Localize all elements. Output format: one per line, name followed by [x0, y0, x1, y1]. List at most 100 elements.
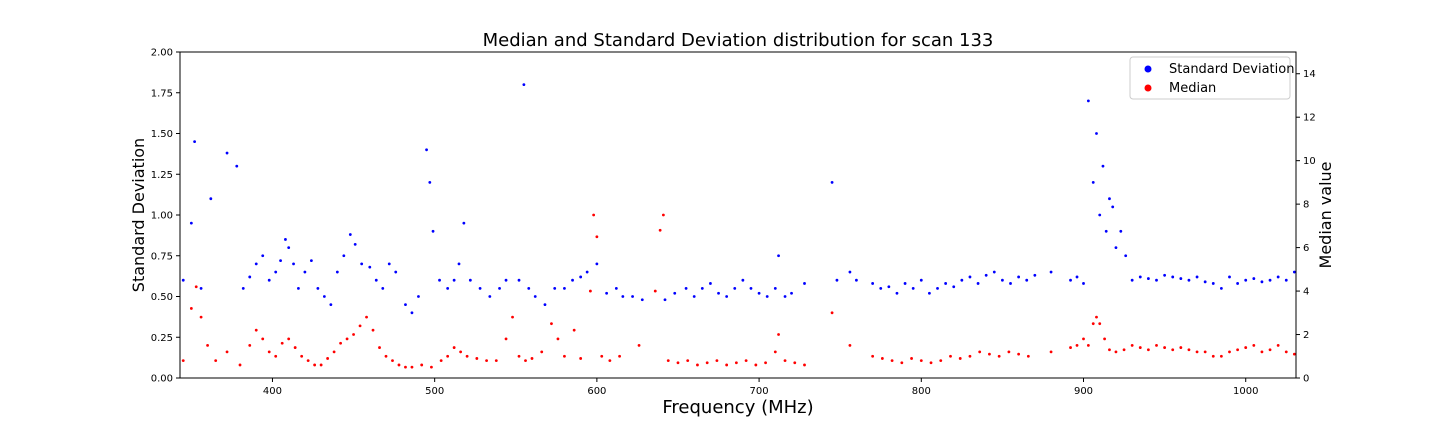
legend-box [1129, 56, 1291, 100]
median-point [600, 354, 604, 358]
std-dev-point [209, 197, 213, 201]
std-dev-point [297, 286, 300, 290]
std-dev-point [1292, 270, 1296, 274]
std-dev-point [1069, 278, 1072, 282]
series-standard-deviation [181, 83, 1296, 315]
std-dev-point [498, 286, 501, 290]
median-point [214, 359, 218, 363]
std-dev-point [848, 270, 852, 274]
median-point [1069, 346, 1072, 349]
median-point [556, 337, 560, 341]
median-point [1179, 346, 1183, 349]
std-dev-point [585, 270, 589, 274]
y-right-tick-label: 4 [1303, 287, 1309, 298]
legend-marker-std [1144, 65, 1152, 73]
median-point [261, 337, 265, 341]
std-dev-point [527, 286, 531, 290]
std-dev-point [274, 270, 278, 274]
median-point [764, 361, 767, 365]
median-point [1049, 350, 1053, 354]
std-dev-point [1195, 275, 1199, 279]
median-point [968, 354, 972, 358]
median-point [563, 354, 566, 358]
y-axis-right: 0 2 4 6 8 10 12 14 [1296, 69, 1316, 385]
std-dev-point [777, 254, 780, 258]
median-point [1260, 350, 1264, 354]
median-point [206, 344, 209, 347]
std-dev-point [621, 295, 625, 298]
median-point [1155, 344, 1158, 347]
median-point [430, 365, 433, 369]
median-point [1252, 344, 1256, 347]
std-dev-point [855, 278, 858, 282]
std-dev-point [936, 286, 939, 290]
std-dev-point [1001, 278, 1004, 282]
std-dev-point [248, 275, 252, 279]
std-dev-point [1009, 282, 1012, 285]
std-dev-point [522, 83, 526, 86]
chart-title: Median and Standard Deviation distributi… [483, 30, 994, 51]
y-left-tick-label: 1.00 [151, 211, 173, 222]
median-point [592, 213, 596, 217]
x-tick-label: 1000 [1233, 386, 1258, 397]
std-dev-point [267, 278, 271, 282]
std-dev-point [410, 311, 414, 315]
std-dev-point [504, 278, 508, 282]
std-dev-point [903, 282, 907, 285]
median-point [181, 359, 185, 363]
std-dev-point [1086, 99, 1090, 103]
median-point [365, 315, 368, 319]
median-point [880, 357, 884, 360]
y-right-tick-label: 2 [1303, 330, 1309, 341]
median-point [658, 228, 662, 232]
median-point [978, 350, 982, 354]
std-dev-point [1095, 132, 1098, 135]
median-point [744, 359, 748, 363]
median-point [332, 350, 336, 354]
x-tick-label: 900 [1074, 386, 1093, 397]
y-right-tick-label: 10 [1303, 156, 1316, 167]
std-dev-point [871, 282, 875, 285]
std-dev-point [1025, 278, 1029, 282]
std-dev-point [928, 291, 931, 295]
x-tick-label: 500 [425, 386, 444, 397]
plot-area [181, 83, 1296, 369]
median-point [910, 357, 913, 360]
median-point [238, 363, 242, 367]
std-dev-point [279, 259, 282, 263]
median-point [504, 337, 508, 341]
median-point [391, 359, 394, 363]
median-point [300, 354, 304, 358]
median-point [661, 213, 665, 217]
median-point [475, 357, 479, 360]
std-dev-point [1119, 229, 1123, 233]
legend-marker-median [1144, 84, 1152, 92]
std-dev-point [404, 303, 407, 307]
median-point [524, 359, 527, 363]
std-dev-point [428, 181, 432, 184]
median-point [540, 350, 544, 354]
std-dev-point [360, 262, 364, 266]
std-dev-point [417, 295, 420, 298]
median-point [929, 361, 933, 365]
median-point [352, 333, 355, 336]
median-point [773, 350, 777, 354]
median-point [306, 359, 310, 363]
median-point [1219, 354, 1223, 358]
median-point [319, 363, 323, 367]
std-dev-point [960, 278, 964, 282]
std-dev-point [741, 278, 745, 282]
median-point [939, 359, 943, 363]
median-point [958, 357, 962, 360]
median-point [465, 354, 469, 358]
legend: Standard Deviation Median [1129, 56, 1294, 100]
median-point [378, 346, 381, 349]
std-dev-point [992, 270, 996, 274]
series-median [181, 213, 1296, 369]
std-dev-point [835, 278, 839, 282]
std-dev-point [1101, 164, 1105, 168]
x-axis-label: Frequency (MHz) [662, 397, 813, 418]
std-dev-point [830, 181, 834, 184]
median-point [345, 337, 349, 341]
median-point [1138, 346, 1142, 349]
